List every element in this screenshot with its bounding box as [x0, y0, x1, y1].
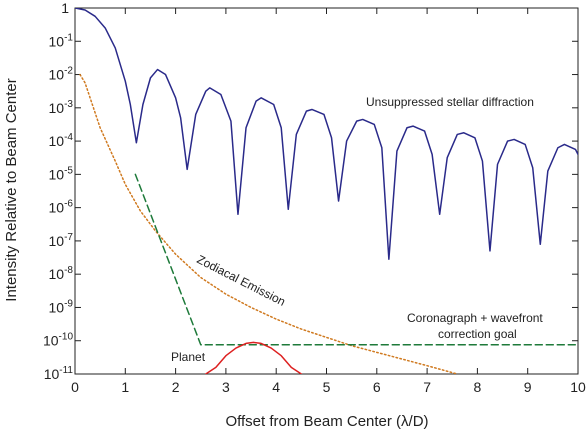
- x-tick-label: 0: [71, 379, 79, 395]
- x-tick-label: 2: [172, 379, 180, 395]
- x-tick-label: 8: [474, 379, 482, 395]
- x-tick-label: 5: [323, 379, 331, 395]
- x-tick-label: 6: [373, 379, 381, 395]
- x-tick-label: 4: [272, 379, 280, 395]
- coronagraph-annotation-line2: correction goal: [438, 327, 517, 341]
- stellar-annotation: Unsuppressed stellar diffraction: [366, 95, 534, 109]
- planet-annotation: Planet: [171, 350, 206, 364]
- x-tick-label: 3: [222, 379, 230, 395]
- y-tick-label: 10-3: [49, 99, 74, 116]
- y-tick-label: 10-5: [49, 165, 74, 182]
- y-tick-label: 10-10: [43, 332, 73, 349]
- x-tick-label: 7: [423, 379, 431, 395]
- y-tick-label: 1: [61, 0, 69, 16]
- x-axis-title: Offset from Beam Center (λ/D): [225, 413, 428, 430]
- series-layer: [75, 8, 578, 374]
- y-tick-label: 10-7: [49, 232, 74, 249]
- y-tick-label: 10-4: [49, 132, 74, 149]
- y-tick-label: 10-2: [49, 66, 74, 83]
- y-axis-title: Intensity Relative to Beam Center: [3, 78, 20, 301]
- y-tick-label: 10-6: [49, 199, 74, 216]
- axis-ticks: 0 1 2 3 4 5 6 7 8 9 10 1 10-1 10-2 10-3 10-4 10-5 10-6 10-…: [43, 0, 586, 395]
- coronagraph-annotation-line1: Coronagraph + wavefront: [407, 311, 543, 325]
- y-tick-label: 10-1: [49, 32, 74, 49]
- x-tick-label: 9: [524, 379, 532, 395]
- series-zodiacal-emission: [79, 73, 459, 374]
- series-coronagraph-wavefront-correction-goal: [134, 173, 578, 346]
- x-tick-label: 10: [570, 379, 586, 395]
- y-tick-label: 10-8: [49, 265, 74, 282]
- series-unsuppressed-stellar-diffraction: [75, 8, 578, 260]
- y-tick-label: 10-9: [49, 298, 74, 315]
- x-tick-label: 1: [121, 379, 129, 395]
- series-planet: [205, 341, 303, 374]
- y-tick-label: 10-11: [44, 365, 74, 382]
- zodiacal-annotation: Zodiacal Emission: [195, 252, 288, 309]
- axis-labels: Offset from Beam Center (λ/D) Intensity …: [3, 78, 429, 430]
